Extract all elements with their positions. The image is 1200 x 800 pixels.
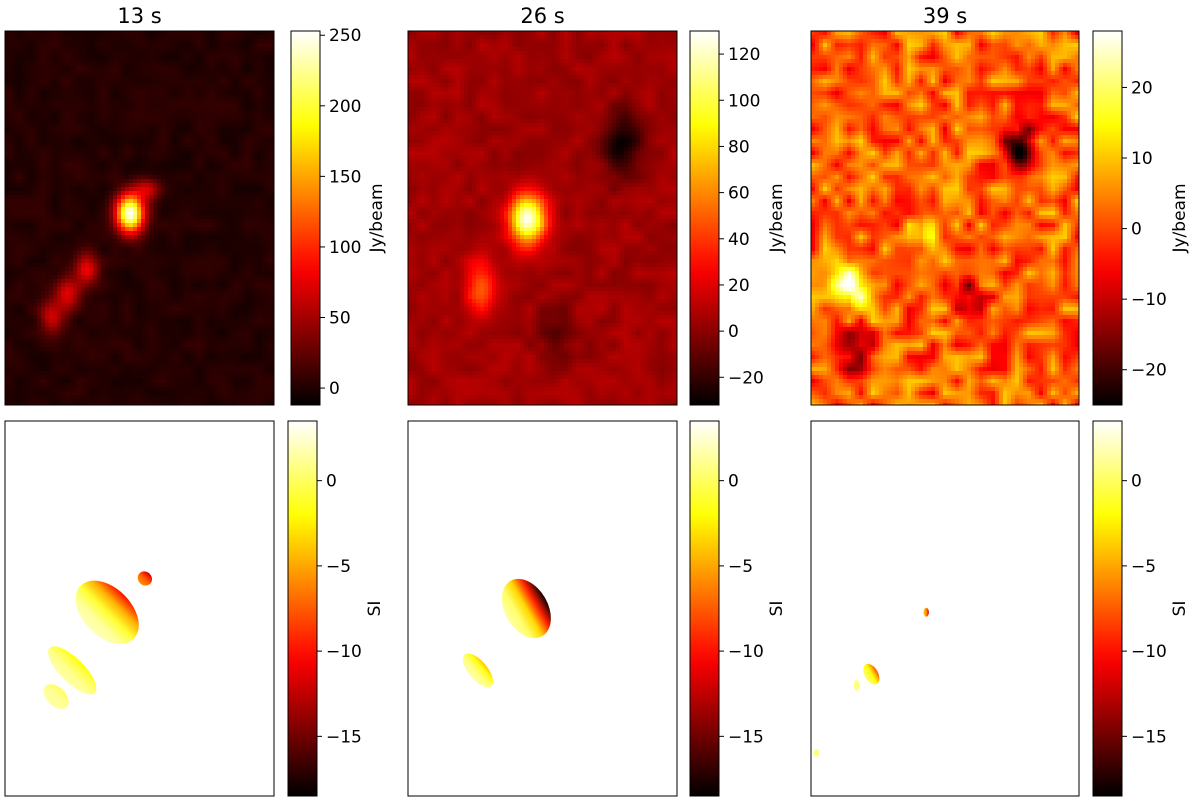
colorbar-tick-label: 0 [1131,220,1142,240]
colorbar-label: Jy/beam [1170,183,1190,253]
colorbar-tick-label: 0 [728,322,739,342]
colorbar-tick-label: −10 [326,642,362,662]
colorbar-tick-label: 100 [728,91,760,111]
colorbar-label: SI [1170,601,1190,617]
colorbar-1: 0 50 100 150 200 250 Jy/beam [290,26,387,406]
colorbar-3: −20 −10 0 10 20 Jy/beam [1092,30,1190,406]
si-region [863,663,880,685]
si-region [75,580,139,644]
colorbar-tick-label: −5 [1131,557,1156,577]
panel-2 [407,30,678,406]
panel-1 [4,30,275,406]
panel-5 [407,420,678,797]
colorbar-tick-label: −5 [728,557,753,577]
colorbar-tick-label: 60 [728,184,750,204]
colorbar-tick-label: −15 [728,727,764,747]
colorbar-tick-label: −20 [728,368,764,388]
colorbar-gradient [290,30,321,406]
si-region [923,607,929,617]
heatmap-image [408,31,678,406]
axes-background [5,421,274,796]
colorbar-tick-label: −20 [1131,361,1167,381]
axes-frame [810,420,1080,797]
axes-frame [407,420,678,797]
si-region [48,646,97,695]
colorbar-tick-label: 40 [728,230,750,250]
colorbar-gradient [689,30,720,406]
axes-frame [407,30,678,406]
si-region [813,749,820,757]
axes-background [811,421,1079,796]
colorbar-label: SI [365,601,385,617]
colorbar-label: Jy/beam [767,183,787,253]
panel-4 [4,420,275,797]
colorbar-tick-label: −10 [728,642,764,662]
colorbar-4: −15 −10 −5 0 SI [287,420,385,797]
si-region [462,653,494,688]
colorbar-tick-label: −5 [326,557,351,577]
colorbar-tick-label: 0 [728,472,739,492]
colorbar-tick-label: 150 [329,167,361,187]
si-region [137,571,153,586]
si-region [43,684,69,710]
panel-6 [810,420,1080,797]
axes-frame [810,30,1080,406]
colorbar-2: −20 0 20 40 60 80 100 120 Jy/beam [689,30,787,406]
colorbar-tick-label: 0 [1131,472,1142,492]
si-region [501,578,551,639]
colorbar-tick-label: 0 [326,472,337,492]
si-region [853,679,860,691]
colorbar-tick-label: 100 [329,238,361,258]
heatmap-image [811,31,1080,406]
axes-frame [4,30,275,406]
colorbar-tick-label: 120 [728,45,760,65]
colorbar-tick-label: −15 [1131,727,1167,747]
colorbar-tick-label: 0 [329,379,340,399]
colorbar-gradient [1092,30,1123,406]
colorbar-tick-label: 10 [1131,149,1153,169]
panel-3 [810,30,1080,406]
colorbar-tick-label: 250 [329,26,361,46]
axes-frame [4,420,275,797]
colorbar-label: Jy/beam [367,183,387,253]
colorbar-tick-label: 20 [728,276,750,296]
panel-title: 13 s [117,4,161,28]
colorbar-label: SI [767,601,787,617]
panel-title: 39 s [923,4,967,28]
colorbar-5: −15 −10 −5 0 SI [689,420,787,797]
colorbar-tick-label: −15 [326,727,362,747]
colorbar-tick-label: 50 [329,308,351,328]
colorbar-tick-label: −10 [1131,290,1167,310]
colorbar-gradient [287,420,318,797]
colorbar-tick-label: 200 [329,97,361,117]
colorbar-6: −15 −10 −5 0 SI [1092,420,1190,797]
panel-title: 26 s [520,4,564,28]
colorbar-gradient [1092,420,1123,797]
heatmap-image [5,31,275,406]
colorbar-gradient [689,420,720,797]
colorbar-tick-label: −10 [1131,642,1167,662]
colorbar-tick-label: 80 [728,137,750,157]
colorbar-tick-label: 20 [1131,78,1153,98]
